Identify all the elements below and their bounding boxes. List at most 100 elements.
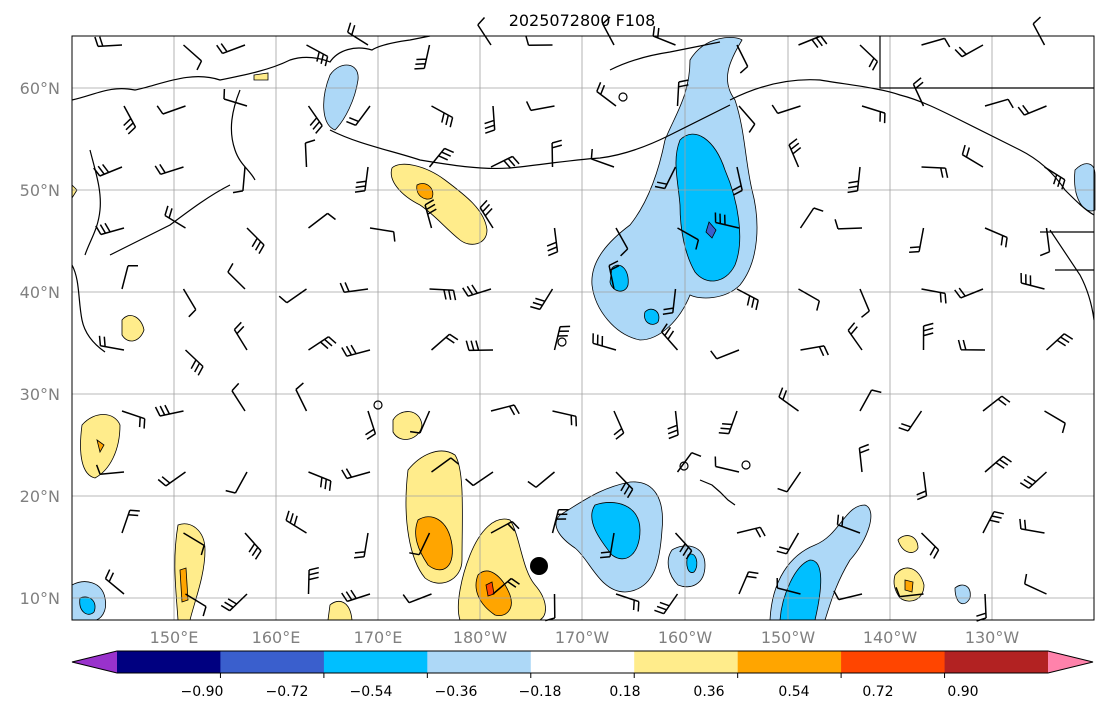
wind-barb <box>1032 16 1046 46</box>
wind-barb <box>847 322 863 351</box>
wind-barb <box>341 344 371 357</box>
colorbar <box>71 650 1094 678</box>
wind-barb <box>654 166 677 190</box>
wind-barb <box>654 593 679 615</box>
wind-barb <box>95 464 125 476</box>
lat-label: 10°N <box>20 589 60 608</box>
wind-barb <box>304 139 316 168</box>
lon-label: 140°W <box>863 628 918 647</box>
lon-label: 160°W <box>658 628 713 647</box>
wind-barb <box>660 323 679 351</box>
wind-barb <box>477 16 492 46</box>
colorbar-tick-label: 0.18 <box>609 684 640 700</box>
map-panel <box>71 16 1096 622</box>
wind-barb <box>916 471 928 501</box>
wind-barb <box>94 36 123 48</box>
negative-core-small-1 <box>609 264 629 292</box>
colorbar-segment <box>841 651 945 673</box>
wind-barb <box>590 148 615 168</box>
wind-barb <box>596 82 617 107</box>
colorbar-tick-label: 0.72 <box>862 684 893 700</box>
colorbar-tick-label: −0.54 <box>350 684 393 700</box>
wind-barb <box>677 227 700 250</box>
wind-barb <box>714 456 740 473</box>
wind-barb <box>898 410 923 432</box>
wind-barb <box>1044 166 1066 190</box>
colorbar-segment <box>737 651 842 673</box>
wind-barb <box>530 288 554 311</box>
wind-barb <box>778 387 799 412</box>
colorbar-extend-low <box>72 651 117 673</box>
negative-core-tropics-1 <box>591 502 641 560</box>
negative-peak <box>705 221 717 239</box>
wind-barb <box>104 569 125 595</box>
wind-barb <box>490 404 520 416</box>
lon-label: 170°E <box>354 628 403 647</box>
colorbar-outline <box>71 650 1094 674</box>
wind-barb <box>954 287 984 299</box>
wind-barb <box>736 44 749 74</box>
wind-barb <box>431 105 454 128</box>
wind-barb <box>182 288 197 318</box>
coast-kuril <box>109 184 231 256</box>
coast-kamchatka <box>230 89 256 181</box>
wind-barb <box>154 163 184 176</box>
wind-barb <box>674 532 693 560</box>
wind-barb <box>984 455 1012 473</box>
lon-label: 150°W <box>761 628 816 647</box>
positive-core-tropics-west <box>415 516 453 571</box>
wind-barb <box>354 166 369 193</box>
wind-barb <box>308 471 332 491</box>
wind-barb <box>836 514 861 534</box>
wind-barb <box>308 212 336 229</box>
wind-barb <box>615 471 634 499</box>
wind-barb <box>184 349 204 376</box>
lon-label: 170°W <box>555 628 610 647</box>
coast-bc <box>1049 229 1095 321</box>
wind-barb <box>414 44 431 70</box>
wind-barb <box>490 155 520 169</box>
positive-core-sw-1 <box>96 439 105 454</box>
coast-asia <box>71 35 431 101</box>
wind-barb <box>546 227 559 257</box>
wind-barb <box>602 16 615 46</box>
positive-region-sw-2 <box>121 315 145 342</box>
wind-barb <box>920 532 940 559</box>
wind-barb <box>156 105 186 115</box>
wind-barb <box>847 166 861 194</box>
wind-barb <box>369 227 396 242</box>
wind-barb <box>354 532 369 559</box>
wind-barb <box>339 282 369 294</box>
wind-barb <box>121 509 140 534</box>
negative-core-tropics-3 <box>779 559 822 621</box>
negative-core-gulf-alaska <box>675 133 741 282</box>
wind-barb <box>736 526 766 538</box>
colorbar-tick-label: 0.90 <box>947 684 978 700</box>
wind-barb <box>859 288 870 318</box>
wind-barb <box>465 471 494 487</box>
wind-barb <box>800 345 829 357</box>
coast-aleutians <box>329 104 731 170</box>
wind-barb <box>922 322 934 351</box>
positive-core-east-2 <box>904 579 914 593</box>
lon-label: 130°W <box>965 628 1020 647</box>
colorbar-segment <box>117 651 221 673</box>
lon-label: 150°E <box>150 628 199 647</box>
wind-barb <box>615 593 640 612</box>
map-frame <box>71 35 1095 621</box>
wind-barb <box>798 288 821 311</box>
wind-barb <box>346 22 369 46</box>
wind-barb <box>592 333 617 351</box>
wind-barb <box>484 105 496 134</box>
coastlines <box>71 35 1095 353</box>
colorbar-tick-label: −0.36 <box>435 684 478 700</box>
wind-barb <box>307 105 323 134</box>
lat-label: 20°N <box>20 487 60 506</box>
wind-barb <box>462 284 492 297</box>
positive-core-dateline-north <box>416 183 434 200</box>
wind-barb <box>1044 410 1066 434</box>
negative-core-sw-corner <box>79 596 96 615</box>
wind-barb <box>667 410 679 440</box>
wind-barb <box>431 333 459 351</box>
